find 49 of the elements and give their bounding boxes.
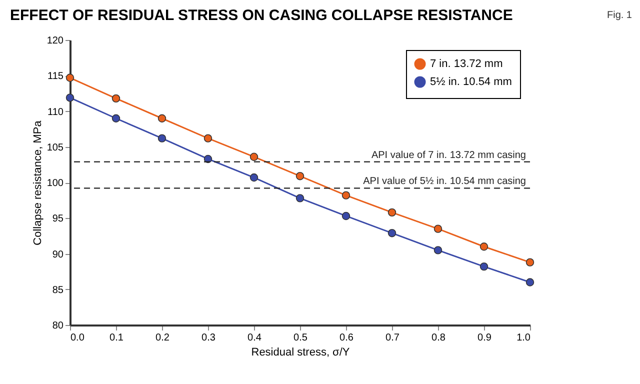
- x-tick-label: 1.0: [516, 332, 531, 344]
- point: [66, 94, 74, 102]
- y-tick-label: 105: [46, 142, 64, 154]
- point: [526, 278, 534, 286]
- legend-label: 5½ in. 10.54 mm: [430, 76, 512, 88]
- x-tick-label: 0.7: [386, 332, 400, 344]
- point: [158, 114, 166, 122]
- y-tick-label: 90: [52, 249, 64, 260]
- x-axis-title: Residual stress, σ/Y: [251, 346, 350, 358]
- chart-title: EFFECT OF RESIDUAL STRESS ON CASING COLLAPSE RESISTANCE: [10, 7, 513, 24]
- y-tick-label: 80: [52, 320, 64, 332]
- caption: Fig. 1: [606, 10, 632, 21]
- legend-label: 7 in. 13.72 mm: [430, 58, 503, 70]
- y-axis-title: Collapse resistance, MPa: [32, 120, 44, 246]
- point: [158, 134, 166, 142]
- point: [296, 194, 304, 202]
- x-tick-label: 0.4: [248, 332, 262, 344]
- point: [526, 258, 534, 266]
- y-tick-label: 115: [48, 71, 64, 82]
- point: [296, 172, 304, 180]
- x-tick-label: 0.1: [110, 332, 124, 344]
- point: [112, 114, 120, 122]
- x-tick-label: 0.3: [202, 332, 216, 344]
- point: [388, 208, 396, 217]
- y-tick-label: 85: [52, 284, 64, 296]
- point: [434, 246, 442, 254]
- y-tick-label: 120: [46, 36, 64, 46]
- point: [342, 191, 350, 200]
- x-tick-label: 0.2: [156, 332, 170, 344]
- x-tick-label: 0.9: [478, 332, 492, 344]
- y-tick-label: 110: [48, 106, 64, 118]
- x-tick-label: 0.0: [70, 332, 85, 344]
- point: [204, 134, 212, 142]
- point: [250, 152, 258, 161]
- point: [388, 228, 396, 238]
- point: [480, 262, 488, 271]
- point: [66, 74, 74, 82]
- ref-line-label: API value of 7 in. 13.72 mm casing: [371, 150, 526, 161]
- point: [250, 173, 258, 182]
- x-tick-label: 0.8: [432, 332, 446, 344]
- point: [342, 212, 350, 220]
- y-tick-label: 95: [52, 214, 64, 225]
- point: [434, 224, 442, 233]
- point: [112, 94, 120, 103]
- ref-line-label: API value of 5½ in. 10.54 mm casing: [363, 176, 526, 188]
- x-tick-label: 0.5: [294, 332, 308, 344]
- point: [480, 242, 488, 251]
- y-tick-label: 100: [46, 178, 64, 189]
- x-tick-label: 0.6: [340, 332, 354, 344]
